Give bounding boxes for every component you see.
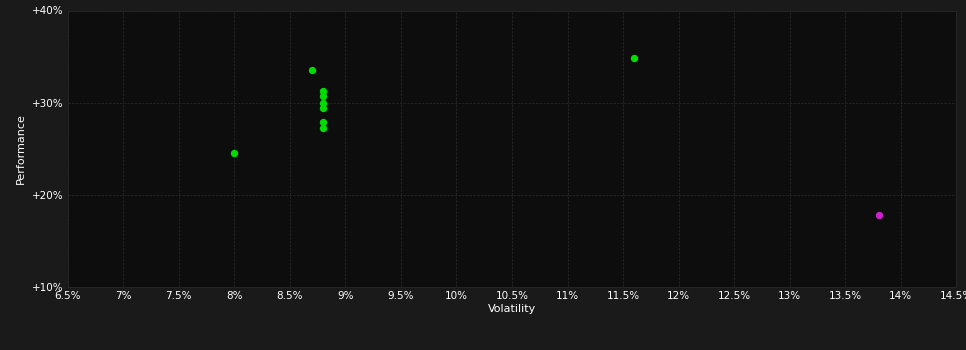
- Point: [315, 105, 330, 111]
- X-axis label: Volatility: Volatility: [488, 304, 536, 314]
- Point: [315, 88, 330, 93]
- Point: [315, 119, 330, 125]
- Point: [315, 100, 330, 105]
- Y-axis label: Performance: Performance: [16, 113, 26, 184]
- Point: [871, 212, 887, 218]
- Point: [315, 126, 330, 131]
- Point: [315, 93, 330, 99]
- Point: [627, 56, 642, 61]
- Point: [226, 150, 242, 156]
- Point: [304, 68, 320, 73]
